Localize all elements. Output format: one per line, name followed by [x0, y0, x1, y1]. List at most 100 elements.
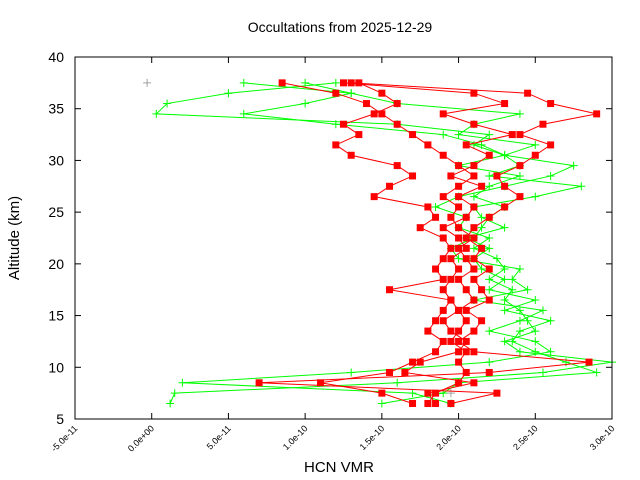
- data-point: [447, 399, 455, 407]
- data-point: [523, 316, 532, 325]
- series-line: [243, 82, 597, 404]
- data-point: [332, 89, 340, 97]
- data-point: [455, 358, 463, 366]
- data-point: [531, 151, 539, 159]
- x-tick-label: 5.0e-11: [205, 423, 233, 451]
- data-point: [393, 120, 401, 128]
- data-point: [409, 131, 417, 139]
- x-tick-label: 0.0e+00: [126, 423, 156, 453]
- data-point: [485, 213, 493, 221]
- data-point: [152, 109, 161, 118]
- data-point: [224, 89, 233, 98]
- data-point: [485, 368, 493, 376]
- data-point: [501, 203, 509, 211]
- data-point: [485, 296, 493, 304]
- data-point: [538, 306, 547, 315]
- data-point: [455, 275, 463, 283]
- data-point: [531, 327, 540, 336]
- x-tick-label: 1.0e-10: [281, 423, 310, 452]
- data-point: [378, 389, 386, 397]
- data-point: [455, 306, 463, 314]
- data-point: [478, 182, 486, 190]
- data-point: [569, 161, 578, 170]
- data-point: [439, 110, 447, 118]
- data-point: [424, 389, 432, 397]
- data-point: [477, 265, 486, 274]
- data-point: [393, 378, 402, 387]
- data-point: [439, 255, 447, 263]
- data-point: [393, 162, 401, 170]
- data-point: [439, 193, 447, 201]
- data-point: [446, 389, 455, 398]
- data-point: [432, 213, 440, 221]
- data-point: [508, 337, 517, 346]
- data-point: [485, 234, 494, 242]
- data-point: [416, 224, 424, 232]
- data-point: [515, 109, 524, 118]
- data-point: [493, 172, 501, 180]
- data-point: [485, 327, 494, 336]
- data-point: [470, 224, 478, 232]
- data-point: [347, 89, 356, 98]
- data-point: [500, 296, 509, 305]
- data-point: [470, 265, 478, 273]
- data-point: [439, 317, 447, 325]
- data-point: [515, 306, 524, 315]
- data-point: [424, 203, 432, 211]
- data-point: [340, 120, 347, 128]
- data-point: [447, 172, 455, 180]
- y-tick-label: 40: [48, 49, 64, 65]
- data-point: [447, 337, 455, 345]
- data-point: [439, 275, 447, 283]
- data-point: [477, 213, 486, 222]
- data-point: [508, 131, 516, 139]
- data-point: [539, 120, 547, 128]
- y-tick-label: 5: [56, 411, 64, 427]
- x-tick-label: 3.0e-10: [588, 423, 617, 452]
- data-point: [439, 130, 448, 139]
- data-point: [439, 306, 447, 314]
- data-point: [485, 130, 494, 139]
- data-point: [439, 224, 447, 232]
- data-point: [469, 140, 478, 149]
- data-point: [455, 265, 463, 273]
- data-point: [447, 213, 455, 221]
- data-point: [462, 317, 470, 325]
- series-2: [143, 78, 455, 398]
- data-point: [432, 317, 440, 325]
- data-point: [500, 151, 509, 160]
- axes: -5.0e-11 0.0e+00 5.0e-11 1.0e-10 1.5e-10 2.0e…: [48, 49, 616, 454]
- data-point: [447, 255, 455, 263]
- data-point: [363, 100, 371, 108]
- data-point: [301, 99, 310, 108]
- data-point: [432, 265, 440, 273]
- data-point: [470, 120, 478, 128]
- data-point: [470, 296, 478, 304]
- data-point: [462, 213, 470, 221]
- data-point: [470, 379, 478, 387]
- data-point: [455, 203, 463, 211]
- data-point: [485, 151, 493, 159]
- data-point: [516, 193, 524, 201]
- data-point: [477, 140, 486, 149]
- data-point: [492, 254, 501, 263]
- series-line: [155, 82, 613, 404]
- data-point: [462, 368, 470, 376]
- data-point: [515, 327, 524, 336]
- data-point: [516, 162, 524, 170]
- data-point: [386, 286, 394, 294]
- data-point: [547, 141, 555, 149]
- data-point: [447, 244, 455, 252]
- data-point: [508, 275, 517, 284]
- data-point: [470, 172, 478, 180]
- data-point: [355, 79, 363, 87]
- chart-title: Occultations from 2025-12-29: [248, 19, 433, 35]
- data-point: [500, 337, 509, 346]
- data-point: [462, 306, 470, 314]
- data-point: [469, 244, 478, 253]
- data-point: [470, 162, 478, 170]
- data-point: [469, 192, 478, 201]
- x-tick-label: 1.5e-10: [358, 423, 387, 452]
- data-point: [531, 296, 540, 305]
